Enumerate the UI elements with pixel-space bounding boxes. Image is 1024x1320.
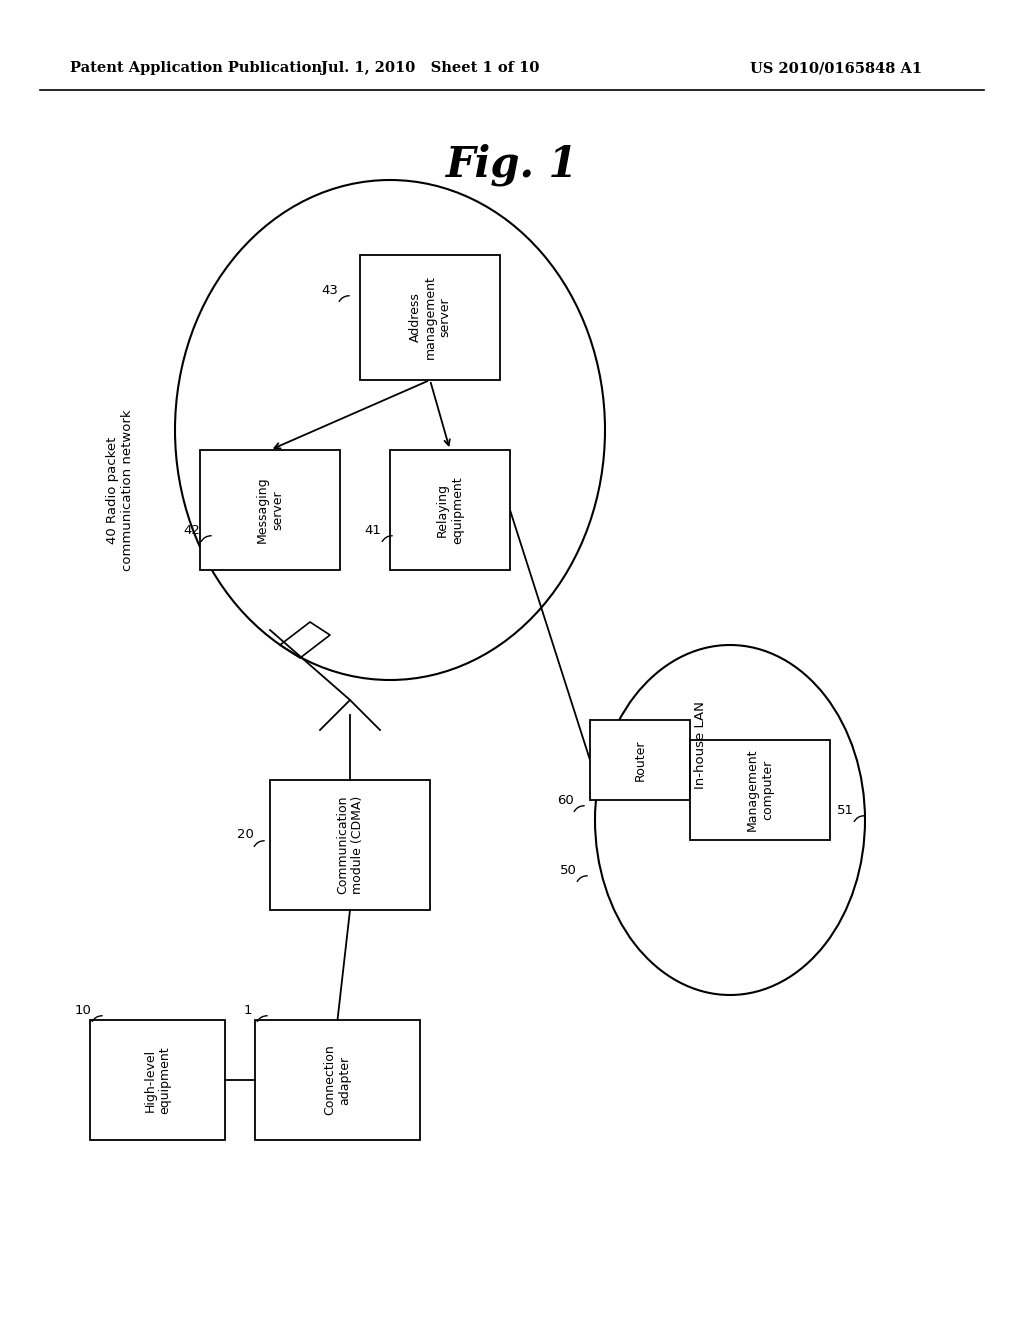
Text: Fig. 1: Fig. 1 [445, 144, 579, 186]
Text: 41: 41 [365, 524, 381, 536]
Text: US 2010/0165848 A1: US 2010/0165848 A1 [750, 61, 923, 75]
Text: 10: 10 [75, 1003, 91, 1016]
Text: Communication
module (CDMA): Communication module (CDMA) [336, 796, 364, 894]
Text: 20: 20 [237, 829, 253, 842]
Text: Router: Router [634, 739, 646, 780]
Text: Patent Application Publication: Patent Application Publication [70, 61, 322, 75]
Text: 43: 43 [322, 284, 339, 297]
Text: Jul. 1, 2010   Sheet 1 of 10: Jul. 1, 2010 Sheet 1 of 10 [321, 61, 540, 75]
Text: 60: 60 [557, 793, 573, 807]
Text: 40 Radio packet
communication network: 40 Radio packet communication network [106, 409, 134, 570]
Text: Relaying
equipment: Relaying equipment [436, 477, 464, 544]
Text: Messaging
server: Messaging server [256, 477, 284, 544]
Bar [690, 741, 830, 840]
Text: 1: 1 [244, 1003, 252, 1016]
Text: 51: 51 [837, 804, 853, 817]
Bar [90, 1020, 225, 1140]
Text: High-level
equipment: High-level equipment [143, 1047, 171, 1114]
Bar [270, 780, 430, 909]
Text: Connection
adapter: Connection adapter [324, 1044, 351, 1115]
Ellipse shape [595, 645, 865, 995]
Text: Address
management
server: Address management server [409, 276, 452, 359]
Text: 50: 50 [559, 863, 577, 876]
Bar [255, 1020, 420, 1140]
Bar [360, 255, 500, 380]
Text: In-house LAN: In-house LAN [693, 701, 707, 789]
Bar [590, 719, 690, 800]
Ellipse shape [175, 180, 605, 680]
Bar [390, 450, 510, 570]
Text: Management
computer: Management computer [746, 748, 774, 832]
Text: 42: 42 [183, 524, 201, 536]
Bar [200, 450, 340, 570]
